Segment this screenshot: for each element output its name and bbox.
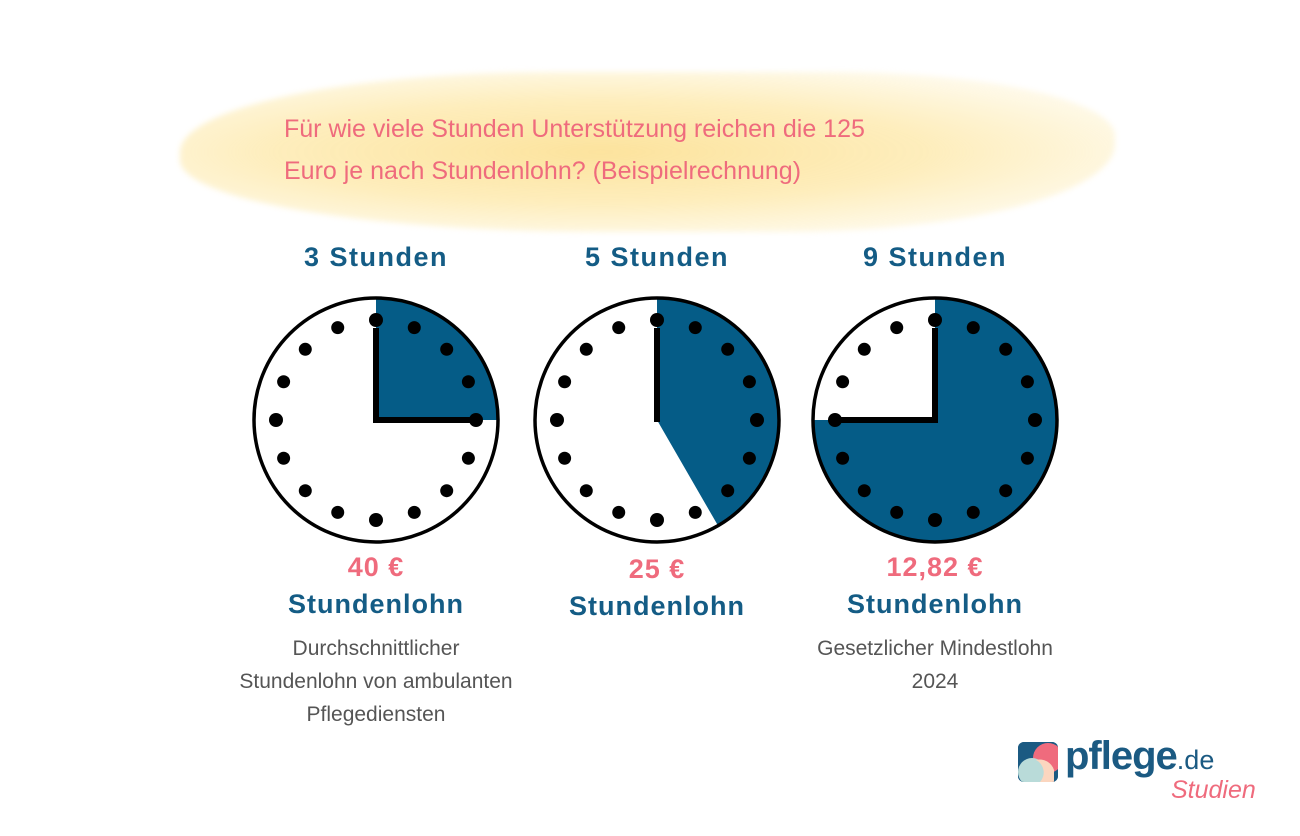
clock-icon-9h	[811, 296, 1059, 544]
logo-mark-icon	[1018, 742, 1058, 782]
hourly-wage-value: 25 €	[628, 554, 686, 584]
wage-note: Gesetzlicher Mindestlohn 2024	[785, 632, 1085, 698]
title-highlight-brush	[180, 72, 1115, 232]
hours-label: 3 Stunden	[303, 242, 448, 272]
pflege-de-logo: pflege.de Studien	[1018, 734, 1268, 810]
logo-wordmark: pflege.de	[1065, 734, 1214, 779]
page-title: Für wie viele Stunden Unterstützung reic…	[284, 108, 1064, 192]
logo-tld: .de	[1176, 745, 1215, 775]
note-line: Gesetzlicher Mindestlohn	[817, 637, 1053, 660]
title-line-1: Für wie viele Stunden Unterstützung reic…	[284, 115, 865, 143]
clock-column-3: 9 Stunden 12,82 € Stundenlohn Gesetzlich…	[785, 236, 1085, 698]
hourly-wage-value: 12,82 €	[886, 552, 984, 582]
note-line: Pflegediensten	[306, 703, 446, 726]
clock-column-2: 5 Stunden 25 € Stundenlohn	[507, 236, 807, 626]
hourly-wage-label: Stundenlohn	[569, 591, 745, 621]
logo-subtitle: Studien	[1171, 776, 1256, 804]
clock-icon-3h	[252, 296, 500, 544]
logo-wordmark-text: pflege	[1065, 734, 1178, 778]
title-line-2: Euro je nach Stundenlohn? (Beispielrechn…	[284, 157, 802, 185]
note-line: Stundenlohn von ambulanten	[239, 670, 513, 693]
note-line: 2024	[911, 670, 959, 693]
hourly-wage-label: Stundenlohn	[288, 589, 464, 619]
hourly-wage-label: Stundenlohn	[847, 589, 1023, 619]
hours-label: 9 Stunden	[862, 242, 1007, 272]
hours-label: 5 Stunden	[584, 242, 729, 272]
wage-note: Durchschnittlicher Stundenlohn von ambul…	[226, 632, 526, 731]
hourly-wage-value: 40 €	[347, 552, 405, 582]
clock-column-1: 3 Stunden 40 € Stundenlohn Durchschnittl…	[226, 236, 526, 731]
clock-icon-5h	[533, 296, 781, 544]
note-line: Durchschnittlicher	[292, 637, 460, 660]
